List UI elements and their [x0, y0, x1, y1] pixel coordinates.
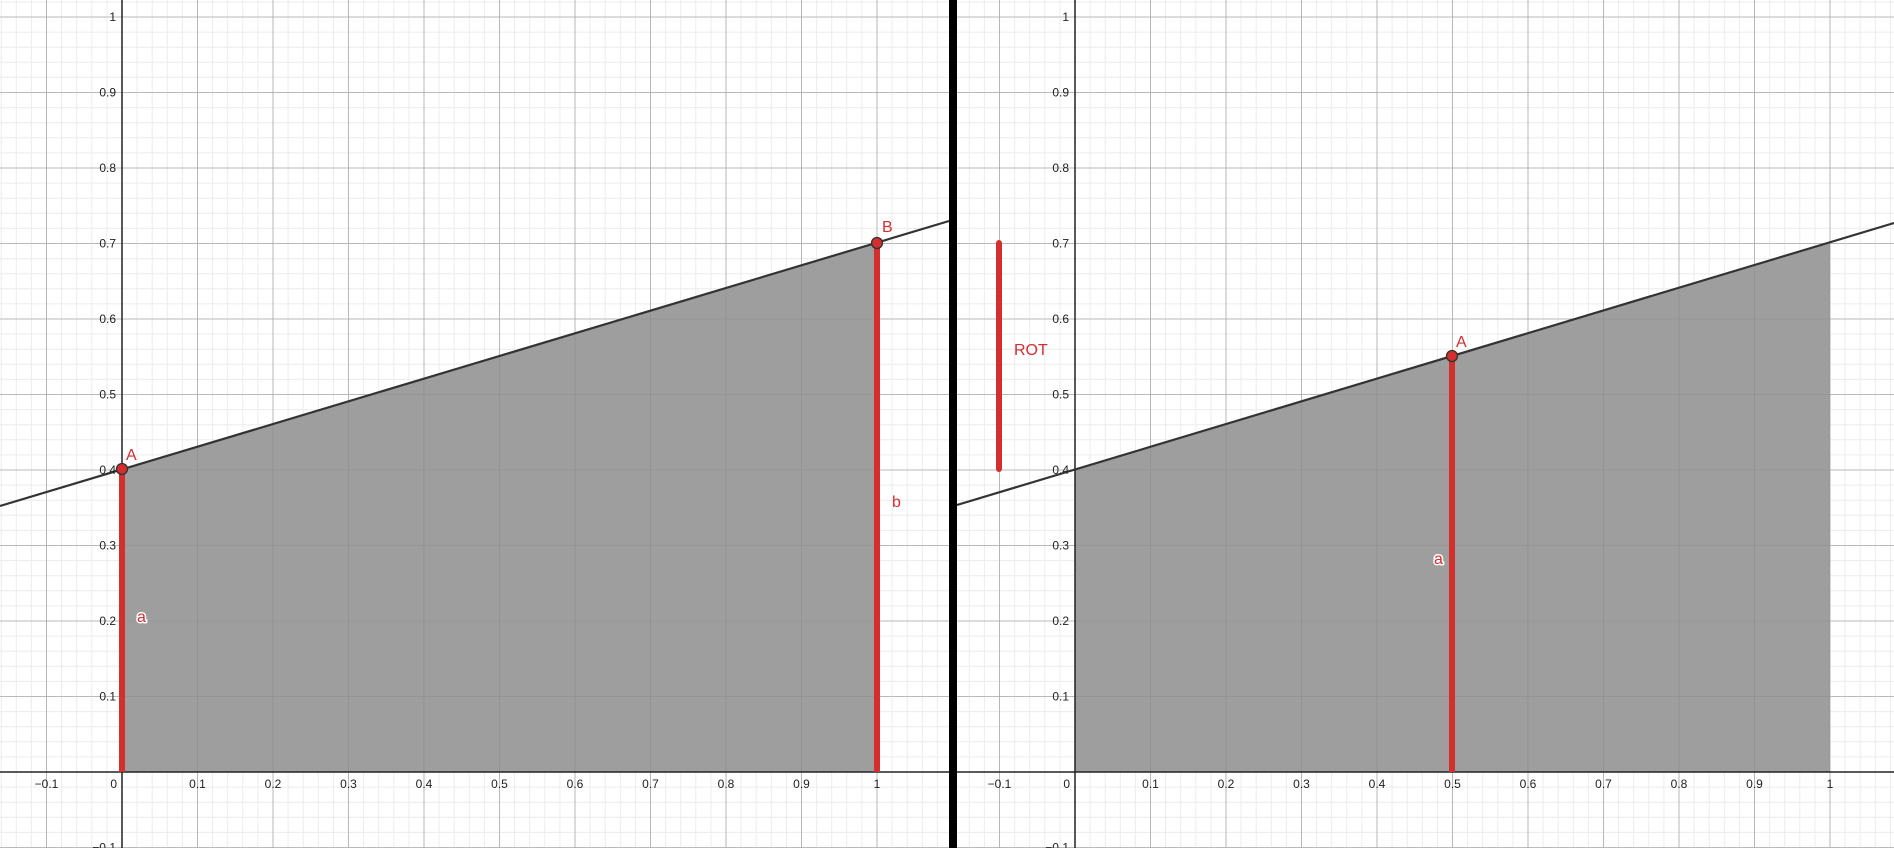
- point-a[interactable]: [115, 462, 129, 476]
- x-tick-labels: −0.100.10.20.30.40.50.60.70.80.911: [35, 777, 881, 791]
- y-tick-label: 0.8: [1052, 161, 1069, 175]
- segment-b-label: b: [892, 494, 901, 511]
- y-tick-label: 0.2: [1052, 614, 1069, 628]
- x-tick-label: 0.7: [642, 777, 659, 791]
- x-tick-label: −0.1: [988, 777, 1012, 791]
- y-tick-labels: 0.1 0.2 0.3 0.4 0.5 0.6 0.7 0.8 0.9 1 −0.1: [1045, 10, 1069, 848]
- x-tick-label: 0.1: [189, 777, 206, 791]
- x-tick-label: 0.9: [1746, 777, 1763, 791]
- x-tick-label: 0.6: [1520, 777, 1537, 791]
- linear-function-line[interactable]: [0, 219, 949, 508]
- x-tick-label: 0.8: [718, 777, 735, 791]
- point-a-label: A: [126, 447, 137, 464]
- y-tick-label-partial: −0.1: [1045, 841, 1069, 848]
- y-tick-label: 0.2: [99, 614, 116, 628]
- y-tick-label: 0.7: [1052, 237, 1069, 251]
- point-a-label: A: [1456, 334, 1467, 351]
- y-tick-labels: 0.1 0.2 0.3 0.4 0.5 0.6 0.7 0.8 0.9 1 −0.1: [92, 10, 116, 848]
- right-graph-canvas[interactable]: −0.1 0 0.1 0.2 0.3 0.4 0.5 0.6 0.7 0.8 0.9 1 0.1 0.2…: [957, 0, 1894, 848]
- y-tick-label: 0.8: [99, 161, 116, 175]
- segment-a-label: a: [137, 609, 146, 626]
- rot-label: ROT: [1014, 342, 1048, 359]
- x-tick-label: 0.2: [1218, 777, 1235, 791]
- x-tick-label: 0.5: [491, 777, 508, 791]
- x-tick-label: 0.2: [265, 777, 282, 791]
- point-a[interactable]: [1445, 349, 1459, 363]
- x-tick-label: 0.6: [567, 777, 584, 791]
- y-tick-label: 0.9: [1052, 86, 1069, 100]
- y-tick-label: 0.1: [99, 690, 116, 704]
- x-tick-label: 0.9: [793, 777, 810, 791]
- linear-function-line[interactable]: [957, 221, 1894, 507]
- y-tick-label-partial: −0.1: [92, 841, 116, 848]
- x-tick-label: 0.7: [1595, 777, 1612, 791]
- y-tick-label: 0.5: [99, 388, 116, 402]
- x-tick-label: 0.3: [1293, 777, 1310, 791]
- shaded-area: [122, 243, 877, 772]
- y-tick-label: 0.5: [1052, 388, 1069, 402]
- x-tick-label: 0.5: [1444, 777, 1461, 791]
- x-tick-label: 0: [110, 777, 117, 791]
- y-tick-label: 1: [109, 10, 116, 24]
- x-tick-label: 0.1: [1142, 777, 1159, 791]
- x-tick-label: 1: [874, 777, 881, 791]
- x-tick-label: 0.8: [1671, 777, 1688, 791]
- y-tick-label: 0.4: [99, 463, 116, 477]
- y-tick-label: 0.6: [99, 312, 116, 326]
- x-tick-label: 1: [1827, 777, 1834, 791]
- x-tick-label: −0.1: [35, 777, 59, 791]
- x-tick-label: 0: [1063, 777, 1070, 791]
- panel-divider: [949, 0, 957, 848]
- y-tick-label: 0.1: [1052, 690, 1069, 704]
- x-tick-label: 0.4: [1369, 777, 1386, 791]
- x-tick-label: 0.3: [340, 777, 357, 791]
- left-graph-panel[interactable]: −0.100.10.20.30.40.50.60.70.80.911 0.10.…: [0, 0, 949, 848]
- y-tick-label: 0.4: [1052, 463, 1069, 477]
- y-tick-label: 1: [1062, 10, 1069, 24]
- x-tick-labels: −0.1 0 0.1 0.2 0.3 0.4 0.5 0.6 0.7 0.8 0.9 1: [988, 777, 1834, 791]
- y-tick-label: 0.9: [99, 86, 116, 100]
- y-tick-label: 0.3: [99, 539, 116, 553]
- right-graph-panel[interactable]: −0.1 0 0.1 0.2 0.3 0.4 0.5 0.6 0.7 0.8 0.9 1 0.1 0.2…: [957, 0, 1894, 848]
- point-b-label: B: [882, 219, 893, 236]
- y-tick-label: 0.6: [1052, 312, 1069, 326]
- left-graph-canvas[interactable]: −0.100.10.20.30.40.50.60.70.80.911 0.10.…: [0, 0, 949, 848]
- y-tick-label: 0.3: [1052, 539, 1069, 553]
- y-tick-label: 0.7: [99, 237, 116, 251]
- x-tick-label: 0.4: [416, 777, 433, 791]
- segment-a-label: a: [1434, 551, 1443, 568]
- point-b[interactable]: [870, 236, 884, 250]
